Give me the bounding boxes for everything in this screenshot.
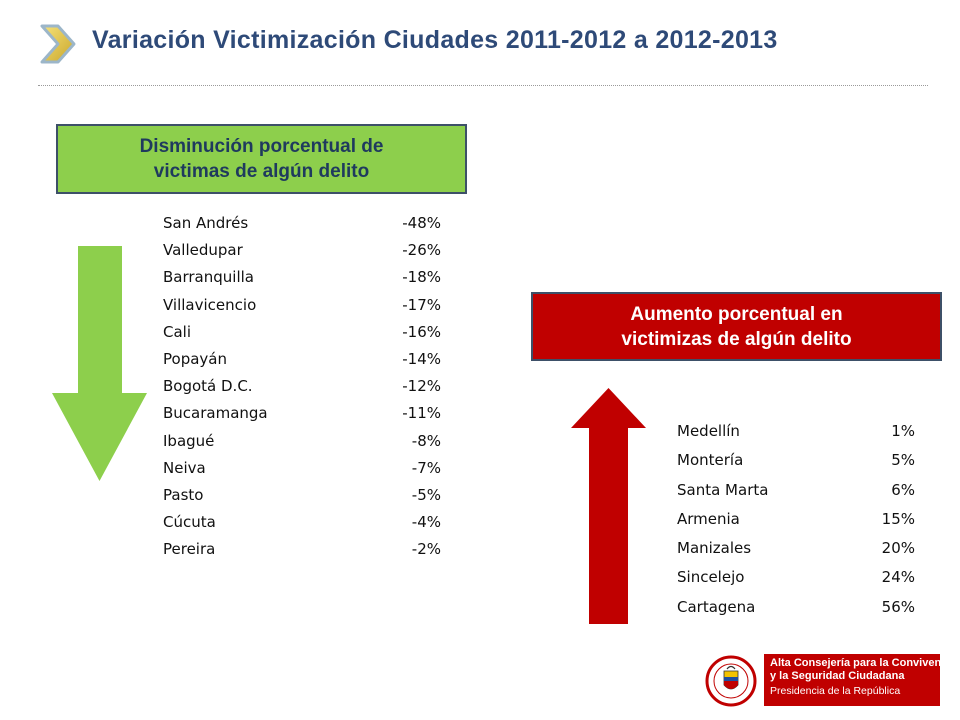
list-item: Medellín 1% — [677, 417, 915, 446]
arrow-up-icon — [571, 388, 646, 624]
city-name: Pasto — [163, 485, 204, 504]
list-item: Sincelejo 24% — [677, 563, 915, 592]
list-item: Bucaramanga -11% — [163, 400, 441, 427]
city-name: Barranquilla — [163, 268, 254, 287]
city-name: Cali — [163, 322, 192, 341]
decrease-header-line1: Disminución porcentual de — [139, 136, 384, 157]
list-item: San Andrés -48% — [163, 210, 441, 237]
list-item: Armenia 15% — [677, 505, 915, 534]
city-name: Villavicencio — [163, 295, 257, 314]
logo-line3: Presidencia de la República — [770, 685, 901, 697]
list-item: Manizales 20% — [677, 534, 915, 563]
list-item: Cúcuta -4% — [163, 509, 441, 536]
increase-header-line1: Aumento porcentual en — [630, 303, 843, 325]
increase-header: Aumento porcentual en victimizas de algú… — [531, 292, 942, 361]
city-name: San Andrés — [163, 214, 249, 232]
percent-value: -16% — [402, 322, 441, 341]
list-item: Barranquilla -18% — [163, 264, 441, 291]
list-item: Ibagué -8% — [163, 428, 441, 455]
percent-value: -17% — [402, 295, 441, 314]
list-item: Cartagena 56% — [677, 593, 915, 622]
coat-of-arms-seal-icon — [705, 655, 757, 707]
percent-value: 6% — [891, 480, 915, 499]
list-item: Neiva -7% — [163, 455, 441, 482]
percent-value: -18% — [402, 268, 441, 287]
city-name: Medellín — [677, 422, 740, 440]
city-name: Ibagué — [163, 431, 215, 450]
title-divider — [38, 85, 928, 86]
list-item: Bogotá D.C. -12% — [163, 373, 441, 400]
percent-value: -7% — [411, 458, 441, 477]
city-name: Bogotá D.C. — [163, 377, 253, 396]
percent-value: 15% — [881, 509, 915, 528]
percent-value: -2% — [411, 540, 441, 559]
city-name: Cartagena — [677, 597, 756, 616]
percent-value: 20% — [881, 539, 915, 558]
list-item: Montería 5% — [677, 446, 915, 475]
city-name: Santa Marta — [677, 480, 769, 499]
decrease-list: San Andrés -48% Valledupar -26% Barranquil… — [163, 210, 441, 563]
page-title: Variación Victimización Ciudades 2011-20… — [92, 26, 778, 54]
percent-value: -26% — [402, 241, 441, 260]
percent-value: -48% — [402, 214, 441, 232]
list-item: Santa Marta 6% — [677, 476, 915, 505]
percent-value: -5% — [411, 485, 441, 504]
list-item: Pereira -2% — [163, 536, 441, 563]
list-item: Pasto -5% — [163, 482, 441, 509]
list-item: Cali -16% — [163, 319, 441, 346]
city-name: Bucaramanga — [163, 404, 268, 423]
list-item: Popayán -14% — [163, 346, 441, 373]
city-name: Valledupar — [163, 241, 243, 260]
percent-value: -12% — [402, 377, 441, 396]
list-item: Villavicencio -17% — [163, 292, 441, 319]
city-name: Pereira — [163, 540, 216, 559]
city-name: Armenia — [677, 509, 740, 528]
increase-header-line2: victimizas de algún delito — [621, 328, 852, 350]
percent-value: -4% — [411, 513, 441, 532]
increase-list: Medellín 1% Montería 5% Santa Marta 6% Arme… — [677, 417, 915, 622]
city-name: Popayán — [163, 349, 227, 368]
percent-value: 1% — [891, 422, 915, 440]
percent-value: 56% — [881, 597, 915, 616]
percent-value: -11% — [402, 404, 441, 423]
logo-line2: y la Seguridad Ciudadana — [770, 670, 905, 682]
arrow-down-icon — [52, 246, 147, 481]
decrease-header: Disminución porcentual de victimas de al… — [56, 124, 467, 194]
logo-line1: Alta Consejería para la Convivencia — [770, 657, 957, 669]
city-name: Cúcuta — [163, 513, 216, 532]
list-item: Valledupar -26% — [163, 237, 441, 264]
city-name: Manizales — [677, 539, 752, 558]
chevron-right-icon — [40, 24, 76, 64]
percent-value: 5% — [891, 451, 915, 470]
percent-value: -14% — [402, 349, 441, 368]
institution-logo: Alta Consejería para la Convivencia y la… — [764, 654, 957, 706]
percent-value: -8% — [411, 431, 441, 450]
city-name: Sincelejo — [677, 568, 745, 587]
city-name: Montería — [677, 451, 744, 470]
city-name: Neiva — [163, 458, 206, 477]
decrease-header-line2: victimas de algún delito — [153, 161, 370, 182]
percent-value: 24% — [881, 568, 915, 587]
